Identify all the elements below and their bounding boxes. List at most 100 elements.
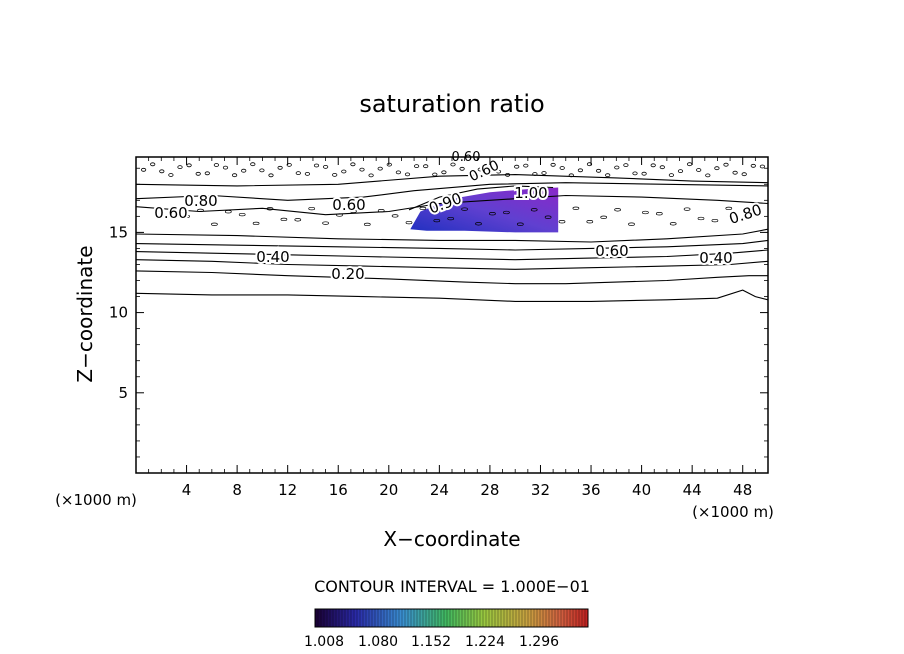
small-contour — [595, 168, 602, 173]
x-tick-label: 28 — [480, 481, 499, 499]
contour-line — [136, 259, 768, 270]
contour-lines — [136, 174, 768, 302]
small-contour — [723, 162, 729, 167]
y-tick-label: 15 — [109, 223, 128, 241]
small-contour — [650, 163, 656, 168]
y-axis-label: Z−coordinate — [73, 245, 97, 382]
small-contour — [628, 222, 635, 226]
x-tick-label: 16 — [329, 481, 348, 499]
small-contour — [395, 170, 401, 175]
small-contour — [322, 221, 329, 225]
small-contour — [769, 173, 773, 176]
small-contour — [195, 171, 201, 176]
small-contour — [423, 164, 429, 169]
small-contour — [413, 164, 420, 169]
small-contour — [495, 169, 502, 174]
upper-contour-noise — [141, 162, 773, 227]
small-contour — [677, 169, 684, 174]
small-contour — [280, 217, 288, 222]
x-tick-label: 24 — [430, 481, 449, 499]
small-contour — [432, 172, 438, 177]
x-tick-label: 40 — [632, 481, 651, 499]
small-contour — [222, 165, 229, 170]
small-contour — [238, 212, 246, 217]
small-contour — [605, 173, 611, 178]
colorbar-tick-label: 1.008 — [304, 634, 344, 650]
small-contour — [336, 213, 343, 217]
x-tick-label: 12 — [278, 481, 297, 499]
contour-label: 0.60 — [332, 196, 365, 214]
contour-label: 0.60 — [595, 242, 628, 260]
small-contour — [475, 222, 482, 226]
small-contour — [614, 208, 621, 212]
contour-interval-text: CONTOUR INTERVAL = 1.000E−01 — [314, 577, 590, 596]
small-contour — [686, 162, 693, 167]
small-contour — [286, 162, 292, 167]
small-contour — [725, 206, 733, 211]
small-contour — [504, 172, 511, 177]
small-contour — [468, 173, 474, 178]
small-contour — [514, 164, 520, 169]
small-contour — [341, 169, 347, 174]
chart-title: saturation ratio — [359, 90, 544, 118]
colorbar-tick-label: 1.296 — [519, 634, 559, 650]
small-contour — [714, 166, 720, 171]
contour-labels: 0.20 0.40 0.40 0.60 0.60 0.60 0.80 0.80 … — [152, 149, 766, 286]
x-tick-label: 44 — [683, 481, 702, 499]
small-contour — [177, 165, 183, 170]
small-contour — [150, 162, 156, 167]
small-contour — [259, 168, 265, 173]
small-contour — [419, 206, 427, 211]
small-contour — [363, 222, 371, 227]
small-contour — [391, 214, 399, 218]
colorbar — [314, 608, 589, 628]
small-contour — [459, 166, 465, 171]
small-contour — [433, 218, 441, 223]
contour-label: 0.80 — [184, 192, 217, 210]
small-contour — [377, 166, 383, 171]
small-contour — [250, 162, 256, 167]
small-contour — [350, 209, 357, 213]
small-contour — [211, 222, 218, 226]
small-contour — [600, 215, 608, 219]
small-contour — [503, 210, 510, 215]
small-contour — [642, 210, 649, 215]
contour-line — [136, 182, 768, 201]
small-contour — [313, 163, 320, 168]
small-contour — [213, 163, 219, 167]
contour-label: 0.80 — [727, 201, 764, 228]
small-contour — [277, 165, 283, 170]
small-contour — [614, 165, 620, 170]
contour-label: 1.00 — [514, 184, 547, 202]
small-contour — [461, 207, 468, 211]
colorbar-tick-label: 1.224 — [465, 634, 505, 650]
small-contour — [711, 218, 719, 223]
small-contour — [572, 206, 580, 210]
small-contour — [377, 209, 385, 213]
small-contour — [541, 171, 547, 175]
x-tick-label: 20 — [379, 481, 398, 499]
small-contour — [359, 167, 365, 172]
colorbar-tick-label: 1.152 — [411, 634, 451, 650]
small-contour — [586, 220, 594, 224]
x-tick-label: 48 — [733, 481, 752, 499]
contour-line — [136, 289, 768, 302]
colorbar-ticks: 1.008 1.080 1.152 1.224 1.296 — [304, 634, 559, 650]
contour-label: 0.40 — [699, 249, 732, 267]
x-axis: 4 8 12 16 20 24 28 32 36 40 44 48 — [148, 157, 756, 499]
small-contour — [530, 208, 538, 212]
small-contour — [322, 164, 329, 169]
small-contour — [159, 169, 165, 174]
small-contour — [486, 162, 492, 167]
small-contour — [294, 218, 302, 222]
small-contour — [759, 164, 766, 169]
small-contour — [332, 172, 338, 177]
small-contour — [241, 168, 247, 173]
small-contour — [558, 220, 566, 224]
small-contour — [544, 215, 552, 219]
small-contour — [168, 173, 174, 177]
small-contour — [447, 216, 455, 221]
small-contour — [252, 221, 260, 226]
plot-area — [136, 162, 773, 302]
